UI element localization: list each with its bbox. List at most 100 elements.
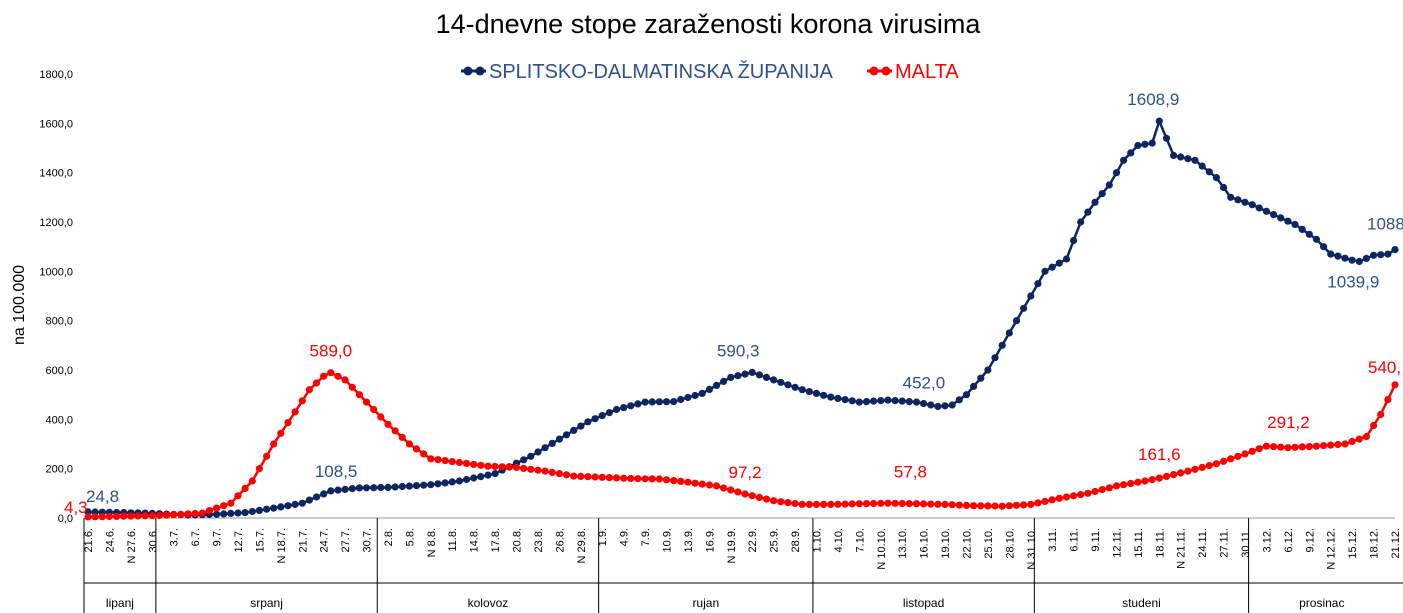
data-point-malta (705, 481, 714, 489)
x-tick-label: 21.12. (1390, 528, 1402, 559)
data-point-malta (270, 440, 278, 448)
data-point-malta (427, 455, 435, 463)
data-point-malta (1062, 493, 1071, 501)
series-lines (87, 117, 1397, 519)
data-point-malta (620, 474, 628, 482)
data-label: 291,2 (1267, 413, 1310, 432)
x-tick-label: 15.11. (1133, 528, 1145, 558)
data-point-split (1177, 153, 1185, 161)
data-point-malta (220, 502, 228, 510)
data-label: 590,3 (717, 341, 760, 360)
data-point-split (1355, 257, 1363, 266)
data-point-malta (920, 500, 928, 508)
data-point-malta (991, 502, 999, 510)
legend-label-split: SPLITSKO-DALMATINSKA ŽUPANIJA (489, 60, 833, 83)
data-point-malta (1327, 441, 1335, 449)
data-point-split (1034, 280, 1042, 288)
data-point-malta (255, 465, 263, 473)
data-point-malta (520, 464, 528, 472)
x-tick-label: 12.11. (1111, 528, 1123, 558)
data-point-malta (591, 473, 599, 481)
x-tick-label: 23.8. (533, 528, 545, 552)
data-point-split (884, 396, 892, 404)
data-point-malta (298, 397, 306, 405)
x-tick-label: N 21.11. (1176, 528, 1188, 569)
data-point-malta (584, 473, 592, 481)
x-tick-label: N 29.8. (576, 528, 588, 563)
data-point-malta (198, 509, 206, 517)
data-point-split (620, 404, 628, 412)
data-point-malta (84, 513, 92, 521)
data-point-malta (1220, 457, 1228, 465)
data-point-malta (1012, 501, 1021, 509)
data-point-malta (1027, 500, 1035, 508)
data-point-split (1134, 141, 1142, 150)
data-point-split (870, 397, 878, 405)
data-point-split (662, 398, 671, 406)
data-point-split (584, 418, 592, 426)
data-point-split (741, 370, 749, 378)
data-point-malta (1341, 440, 1349, 448)
data-point-split (484, 471, 492, 479)
x-tick-label: 14.8. (469, 528, 481, 552)
data-point-malta (291, 408, 299, 416)
data-point-malta (148, 512, 156, 520)
data-point-split (591, 415, 599, 423)
data-point-split (1148, 139, 1156, 147)
data-point-malta (848, 500, 856, 508)
data-point-split (820, 391, 828, 399)
data-point-split (734, 372, 742, 380)
data-point-split (691, 391, 699, 400)
data-point-malta (362, 398, 371, 406)
data-point-split (298, 499, 306, 507)
data-point-split (877, 397, 885, 405)
data-point-split (1205, 168, 1213, 176)
data-point-malta (248, 477, 256, 485)
data-point-split (284, 502, 292, 510)
data-point-split (312, 493, 321, 501)
x-tick-label: 2.8. (383, 528, 395, 546)
data-point-malta (612, 474, 621, 482)
data-point-malta (962, 501, 971, 509)
x-tick-label: 21.7. (297, 528, 309, 552)
data-point-split (370, 484, 378, 492)
data-point-malta (205, 507, 213, 515)
data-point-split (1334, 252, 1342, 260)
data-point-split (670, 398, 678, 406)
legend-marker-split (463, 66, 473, 76)
data-point-malta (1262, 442, 1270, 450)
data-point-split (612, 405, 621, 414)
data-point-malta (127, 512, 135, 520)
data-point-split (1384, 250, 1392, 258)
data-point-split (777, 378, 785, 386)
data-point-split (1191, 156, 1199, 164)
data-point-malta (820, 500, 828, 508)
x-tick-label: 16.10. (919, 528, 931, 559)
data-point-split (334, 486, 342, 494)
data-point-malta (177, 510, 185, 518)
x-tick-label: N 18.7. (276, 528, 288, 563)
data-point-malta (155, 511, 163, 520)
x-tick-label: 25.9. (769, 528, 781, 552)
data-point-malta (662, 476, 671, 484)
data-point-malta (698, 480, 706, 488)
data-point-split (448, 478, 456, 486)
data-point-malta (477, 461, 485, 469)
data-point-split (648, 398, 656, 406)
data-point-split (1362, 254, 1370, 262)
data-point-split (1305, 230, 1313, 238)
data-labels: 24,8 108,5 590,3 452,0 1608,9 1039,9 1088, 4,3 5… (64, 90, 1403, 517)
legend-marker-malta (869, 66, 879, 76)
data-point-split (755, 371, 764, 379)
x-tick-label: 3.11. (1047, 528, 1059, 552)
data-point-malta (1091, 487, 1099, 496)
data-point-malta (348, 383, 356, 391)
x-tick-label: 1.9. (597, 528, 609, 546)
y-axis-label: na 100.000 (11, 265, 28, 345)
data-point-malta (1127, 479, 1135, 488)
data-point-malta (448, 458, 456, 466)
data-point-split (1098, 190, 1106, 198)
x-tick-label: 20.8. (512, 528, 524, 552)
data-point-split (1341, 254, 1349, 262)
data-point-split (920, 399, 928, 408)
